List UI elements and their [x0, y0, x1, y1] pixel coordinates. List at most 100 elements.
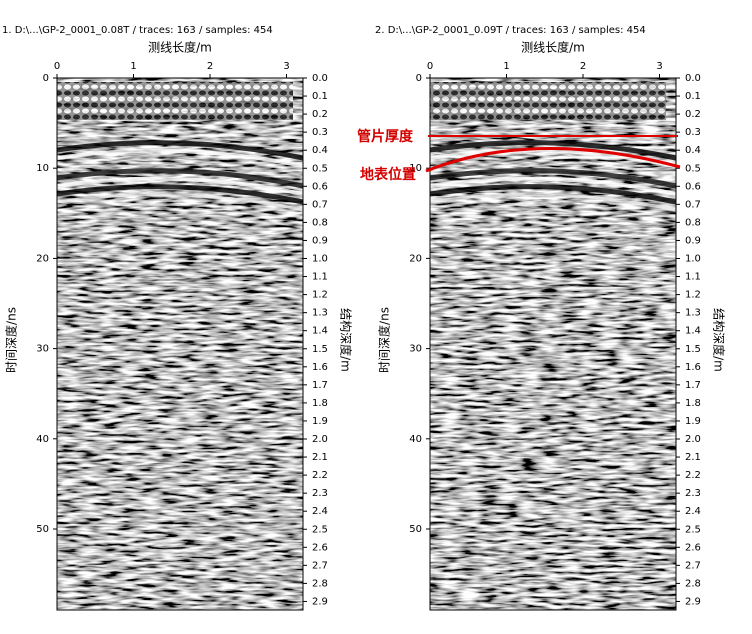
right-tick-label: 0.5: [312, 163, 328, 174]
right-tick-label: 1.2: [312, 290, 328, 301]
left-tick-label: 40: [409, 434, 422, 445]
top-tick-label: 3: [283, 61, 289, 72]
right-tick-label: 0.3: [685, 127, 701, 138]
left-tick-label: 10: [36, 163, 49, 174]
top-tick-label: 2: [580, 61, 586, 72]
reflection: [56, 193, 304, 212]
right-tick-label: 1.3: [685, 308, 701, 319]
left-tick-label: 20: [409, 253, 422, 264]
top-tick-label: 1: [130, 61, 136, 72]
right-tick-label: 2.5: [685, 524, 701, 535]
right-tick-label: 0.0: [312, 73, 328, 84]
reflection: [56, 168, 304, 189]
panel-title: 2. D:\...\GP-2_0001_0.09T / traces: 163 …: [375, 25, 646, 36]
x-axis-label: 测线长度/m: [148, 40, 212, 55]
right-tick-label: 1.4: [685, 326, 701, 337]
right-tick-label: 2.7: [685, 560, 701, 571]
right-tick-label: 2.5: [312, 524, 328, 535]
right-tick-label: 2.1: [312, 452, 328, 463]
reflection: [429, 140, 677, 161]
left-tick-label: 10: [409, 163, 422, 174]
x-axis-label: 测线长度/m: [521, 40, 585, 55]
right-tick-label: 2.8: [312, 578, 328, 589]
right-tick-label: 1.5: [685, 344, 701, 355]
right-tick-label: 1.4: [312, 326, 328, 337]
top-tick-label: 2: [207, 61, 213, 72]
reflection: [429, 193, 677, 212]
right-tick-label: 2.4: [685, 506, 701, 517]
right-tick-label: 2.9: [685, 596, 701, 607]
radargram-frame: [56, 77, 304, 611]
left-tick-label: 0: [416, 73, 422, 84]
right-tick-label: 2.2: [685, 470, 701, 481]
right-tick-label: 2.3: [685, 488, 701, 499]
right-tick-label: 1.3: [312, 308, 328, 319]
right-tick-label: 1.7: [312, 380, 328, 391]
surface-line: [425, 146, 681, 173]
right-tick-label: 0.1: [312, 91, 328, 102]
reflection: [56, 176, 304, 196]
right-tick-label: 1.5: [312, 344, 328, 355]
panel-title: 1. D:\...\GP-2_0001_0.08T / traces: 163 …: [2, 25, 273, 36]
top-tick-label: 3: [656, 61, 662, 72]
right-tick-label: 1.8: [685, 398, 701, 409]
right-tick-label: 0.4: [312, 145, 328, 156]
right-tick-label: 1.6: [685, 362, 701, 373]
annotation: 地表位置: [360, 166, 416, 183]
right-tick-label: 2.4: [312, 506, 328, 517]
right-tick-label: 0.2: [312, 109, 328, 120]
radargram-frame: [429, 77, 677, 611]
right-axis-label: 结构深度/m: [712, 308, 727, 372]
right-tick-label: 2.0: [312, 434, 328, 445]
reflection: [56, 140, 304, 161]
left-axis-label: 时间深度/ns: [377, 307, 392, 373]
left-tick-label: 30: [409, 344, 422, 355]
right-tick-label: 0.6: [312, 181, 328, 192]
annotation: 管片厚度: [357, 128, 414, 145]
right-axis-label: 结构深度/m: [339, 308, 354, 372]
left-tick-label: 50: [409, 524, 422, 535]
right-tick-label: 1.1: [312, 272, 328, 283]
left-tick-label: 0: [43, 73, 49, 84]
right-tick-label: 1.7: [685, 380, 701, 391]
radargram: [430, 78, 676, 610]
right-tick-label: 0.1: [685, 91, 701, 102]
right-tick-label: 0.3: [312, 127, 328, 138]
right-tick-label: 1.1: [685, 272, 701, 283]
right-tick-label: 2.0: [685, 434, 701, 445]
right-tick-label: 2.9: [312, 596, 328, 607]
right-tick-label: 1.8: [312, 398, 328, 409]
right-tick-label: 2.3: [312, 488, 328, 499]
right-tick-label: 1.9: [685, 416, 701, 427]
left-tick-label: 50: [36, 524, 49, 535]
right-tick-label: 0.8: [685, 217, 701, 228]
left-axis-label: 时间深度/ns: [4, 307, 19, 373]
reflection-bands: [429, 140, 677, 212]
right-tick-label: 1.9: [312, 416, 328, 427]
reflection: [429, 184, 677, 205]
right-tick-label: 0.8: [312, 217, 328, 228]
right-tick-label: 2.2: [312, 470, 328, 481]
right-tick-label: 1.6: [312, 362, 328, 373]
direct-wave: [57, 82, 293, 120]
left-tick-label: 40: [36, 434, 49, 445]
right-tick-label: 1.2: [685, 290, 701, 301]
right-tick-label: 0.4: [685, 145, 701, 156]
right-tick-label: 1.0: [312, 254, 328, 265]
right-tick-label: 2.7: [312, 560, 328, 571]
right-tick-label: 2.1: [685, 452, 701, 463]
reflection: [56, 148, 304, 168]
right-tick-label: 2.6: [312, 542, 328, 553]
right-tick-label: 1.0: [685, 254, 701, 265]
direct-wave: [430, 82, 666, 120]
radargram: [57, 78, 303, 610]
right-tick-label: 0.9: [685, 235, 701, 246]
reflection: [429, 168, 677, 189]
right-tick-label: 0.9: [312, 235, 328, 246]
top-tick-label: 0: [54, 61, 60, 72]
reflection-bands: [56, 140, 304, 212]
right-tick-label: 0.7: [685, 199, 701, 210]
